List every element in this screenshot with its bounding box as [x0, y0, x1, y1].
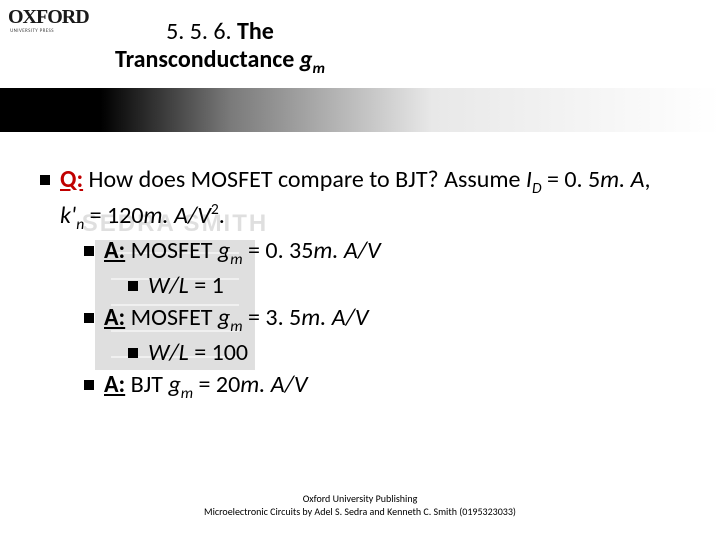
title-section-number: 5. 5. 6. [166, 17, 237, 46]
bullet-icon [128, 281, 138, 291]
slide-title: 5. 5. 6. The Transconductance gm [90, 18, 350, 77]
oxford-logo: OXFORD UNIVERSITY PRESS [8, 6, 56, 34]
title-g: g [300, 45, 313, 74]
slide-header: OXFORD UNIVERSITY PRESS 5. 5. 6. The Tra… [0, 0, 720, 132]
slide-footer: Oxford University Publishing Microelectr… [0, 493, 720, 518]
title-transconductance: Transconductance [115, 45, 300, 74]
footer-line1: Oxford University Publishing [0, 493, 720, 506]
bullet-icon [128, 348, 138, 358]
bullet-icon [84, 246, 94, 256]
slide-content: Q: How does MOSFET compare to BJT? Assum… [40, 164, 680, 404]
answer-1: A: MOSFET gm = 0. 35m. A/V W/L = 1 [84, 235, 680, 302]
question-text: Q: How does MOSFET compare to BJT? Assum… [60, 164, 680, 404]
title-the: The [237, 17, 274, 46]
question-bullet: Q: How does MOSFET compare to BJT? Assum… [40, 164, 680, 404]
header-gradient-bar [0, 88, 720, 132]
bullet-icon [40, 175, 50, 185]
footer-line2: Microelectronic Circuits by Adel S. Sedr… [0, 506, 720, 519]
logo-subline: UNIVERSITY PRESS [8, 28, 56, 34]
answer-2-wl: W/L = 100 [128, 337, 369, 369]
answer-2: A: MOSFET gm = 3. 5m. A/V W/L = 100 [84, 302, 680, 369]
bullet-icon [84, 313, 94, 323]
answer-3: A: BJT gm = 20m. A/V [84, 369, 680, 404]
title-m: m [312, 58, 325, 77]
logo-brand: OXFORD [8, 6, 56, 29]
bullet-icon [84, 380, 94, 390]
answer-1-wl: W/L = 1 [128, 270, 381, 302]
